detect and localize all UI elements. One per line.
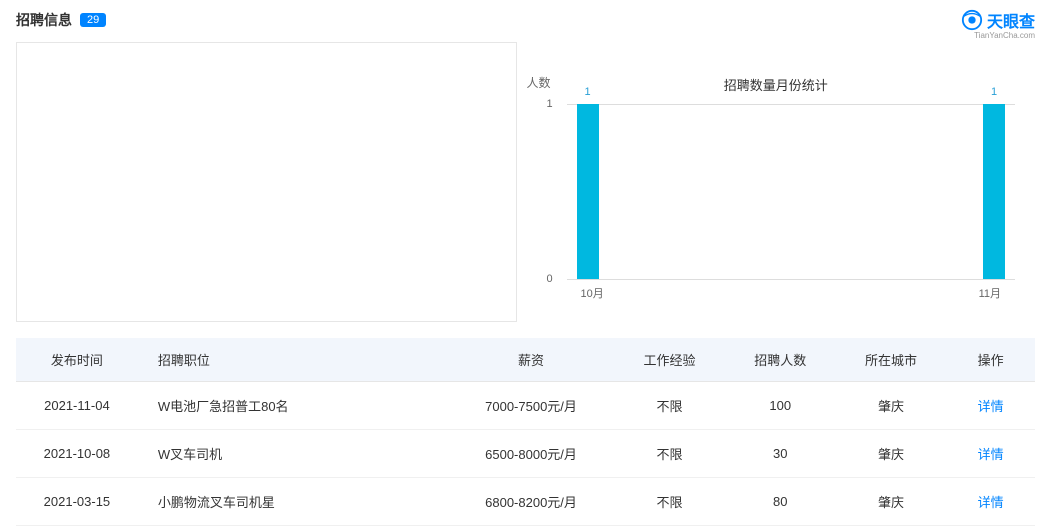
brand-subtitle: TianYanCha.com <box>974 31 1035 40</box>
experience-cell: 不限 <box>614 382 725 430</box>
chart-xaxis: 10月 11月 <box>567 285 1016 304</box>
table-column-header: 招聘人数 <box>725 338 836 382</box>
table-row: 2021-11-04W电池厂急招普工80名7000-7500元/月不限100肇庆… <box>16 382 1035 430</box>
chart-bar-rect <box>577 104 599 279</box>
chart-gridline <box>567 279 1016 280</box>
chart-bar-value: 1 <box>584 86 590 98</box>
recruitment-table: 发布时间招聘职位薪资工作经验招聘人数所在城市操作 2021-11-04W电池厂急… <box>16 338 1035 526</box>
left-empty-panel <box>16 42 517 322</box>
table-column-header: 招聘职位 <box>138 338 448 382</box>
detail-link[interactable]: 详情 <box>978 447 1004 462</box>
city-cell: 肇庆 <box>836 382 947 430</box>
position-cell: W叉车司机 <box>138 430 448 478</box>
brand-name: 天眼查 <box>987 8 1035 32</box>
city-cell: 肇庆 <box>836 430 947 478</box>
count-cell: 80 <box>725 478 836 526</box>
table-column-header: 发布时间 <box>16 338 138 382</box>
date-cell: 2021-10-08 <box>16 430 138 478</box>
content-panels: 人数 招聘数量月份统计 011110月11月 <box>0 42 1051 322</box>
detail-link[interactable]: 详情 <box>978 399 1004 414</box>
detail-link[interactable]: 详情 <box>978 495 1004 510</box>
chart-area: 011110月11月 <box>567 104 1016 304</box>
table-row: 2021-03-15小鹏物流叉车司机星6800-8200元/月不限80肇庆 详情 <box>16 478 1035 526</box>
chart-title: 招聘数量月份统计 <box>527 75 1026 94</box>
salary-cell: 7000-7500元/月 <box>448 382 614 430</box>
table-body: 2021-11-04W电池厂急招普工80名7000-7500元/月不限100肇庆… <box>16 382 1035 526</box>
position-cell: W电池厂急招普工80名 <box>138 382 448 430</box>
chart-xtick-label: 10月 <box>581 285 604 304</box>
page-header: 招聘信息 29 天眼查 TianYanCha.com <box>0 0 1051 42</box>
date-cell: 2021-11-04 <box>16 382 138 430</box>
chart-ylabel: 人数 <box>527 74 551 91</box>
table-row: 2021-10-08W叉车司机6500-8000元/月不限30肇庆 详情 <box>16 430 1035 478</box>
experience-cell: 不限 <box>614 478 725 526</box>
action-cell: 详情 <box>946 430 1035 478</box>
table-column-header: 操作 <box>946 338 1035 382</box>
recruitment-table-container: 发布时间招聘职位薪资工作经验招聘人数所在城市操作 2021-11-04W电池厂急… <box>0 322 1051 526</box>
table-column-header: 工作经验 <box>614 338 725 382</box>
count-cell: 30 <box>725 430 836 478</box>
chart-xtick-label: 11月 <box>979 285 1001 304</box>
salary-cell: 6500-8000元/月 <box>448 430 614 478</box>
city-cell: 肇庆 <box>836 478 947 526</box>
position-cell: 小鹏物流叉车司机星 <box>138 478 448 526</box>
action-cell: 详情 <box>946 382 1035 430</box>
date-cell: 2021-03-15 <box>16 478 138 526</box>
eye-icon <box>961 9 983 31</box>
chart-ytick-label: 1 <box>547 98 553 110</box>
chart-bars: 11 <box>567 104 1016 279</box>
chart-ytick-label: 0 <box>547 273 553 285</box>
brand-logo[interactable]: 天眼查 TianYanCha.com <box>961 8 1035 32</box>
table-column-header: 所在城市 <box>836 338 947 382</box>
chart-bar-value: 1 <box>991 86 997 98</box>
salary-cell: 6800-8200元/月 <box>448 478 614 526</box>
chart-bar[interactable]: 1 <box>577 104 599 279</box>
chart-panel: 人数 招聘数量月份统计 011110月11月 <box>517 42 1036 322</box>
table-header: 发布时间招聘职位薪资工作经验招聘人数所在城市操作 <box>16 338 1035 382</box>
table-column-header: 薪资 <box>448 338 614 382</box>
chart-bar-rect <box>983 104 1005 279</box>
section-title: 招聘信息 <box>16 10 72 30</box>
header-left: 招聘信息 29 <box>16 10 106 30</box>
action-cell: 详情 <box>946 478 1035 526</box>
count-cell: 100 <box>725 382 836 430</box>
chart-bar[interactable]: 1 <box>983 104 1005 279</box>
count-badge: 29 <box>80 13 106 27</box>
experience-cell: 不限 <box>614 430 725 478</box>
